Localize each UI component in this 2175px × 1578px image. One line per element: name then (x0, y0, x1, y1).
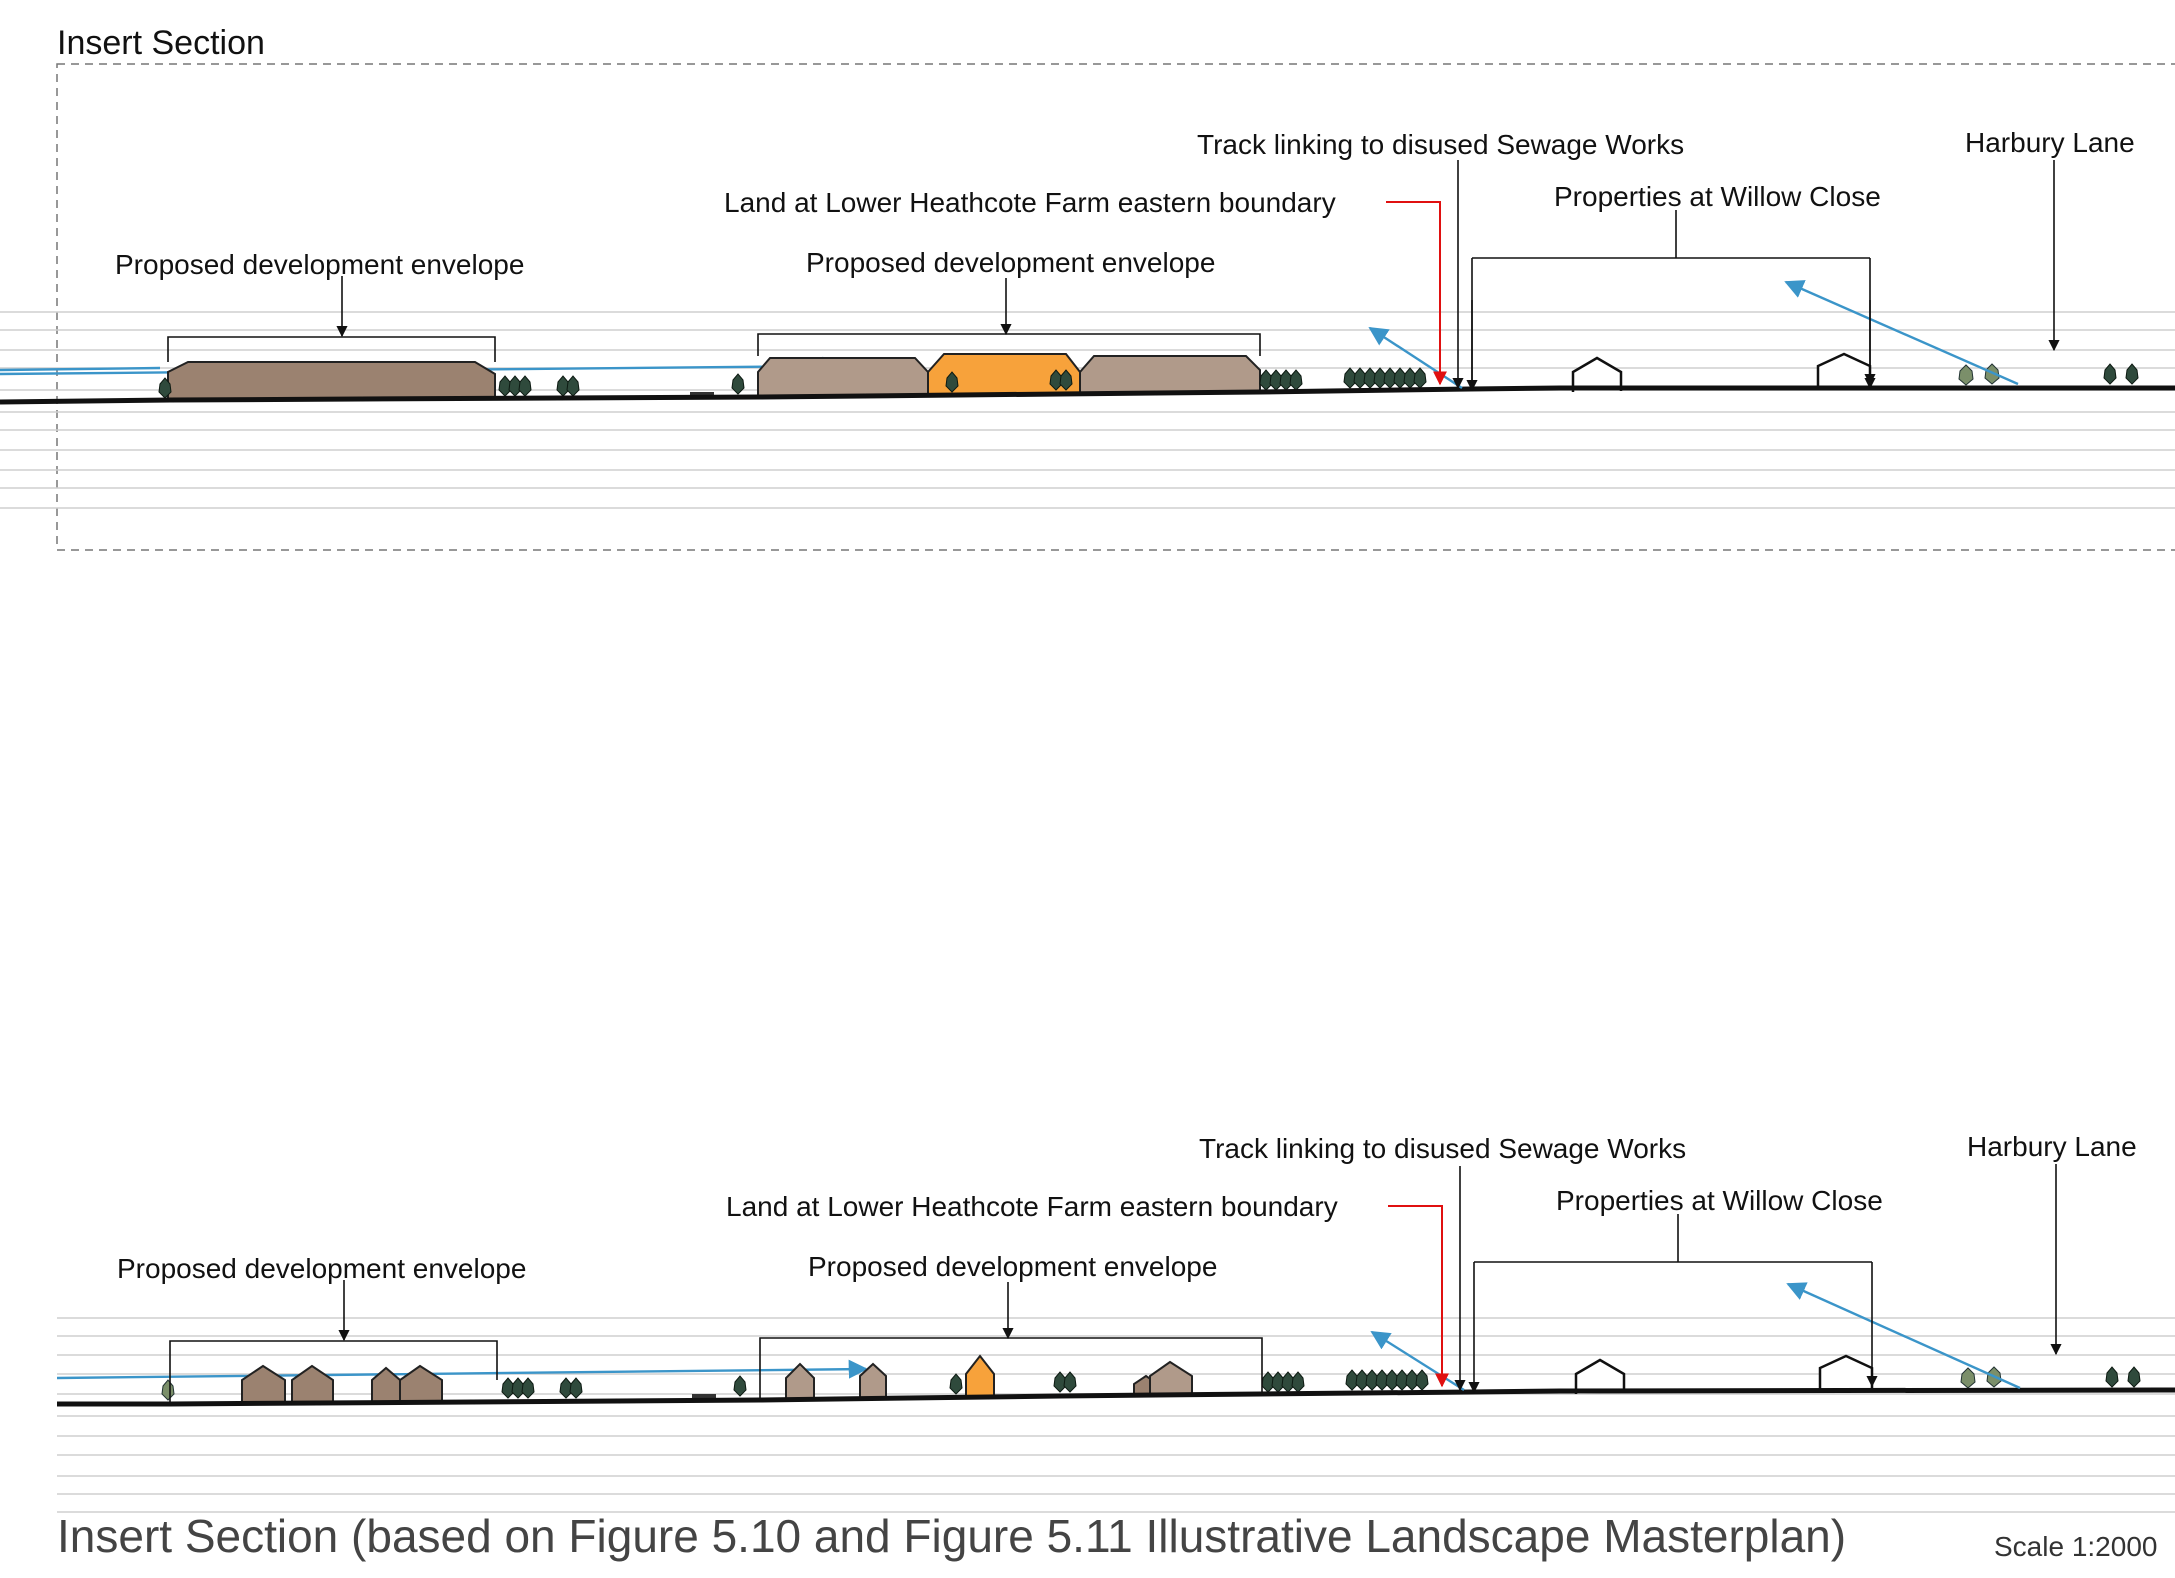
figure-caption: Insert Section (based on Figure 5.10 and… (57, 1510, 1846, 1562)
willow-house-1-bottom (1574, 1358, 1626, 1394)
label-boundary-top: Land at Lower Heathcote Farm eastern bou… (724, 187, 1336, 218)
label-boundary-bottom: Land at Lower Heathcote Farm eastern bou… (726, 1191, 1338, 1222)
willow-house-1-top (1571, 356, 1623, 392)
label-envelope-left-top: Proposed development envelope (115, 249, 524, 280)
label-willow-top: Properties at Willow Close (1554, 181, 1881, 212)
boundary-leader-top (1386, 201, 1447, 386)
sightline-top-left-b (0, 366, 161, 372)
reference-lines-top (0, 311, 2175, 509)
label-harbury-bottom: Harbury Lane (1967, 1131, 2137, 1162)
scale-label: Scale 1:2000 (1994, 1531, 2157, 1562)
insert-section-title: Insert Section (57, 24, 265, 62)
road-marker-top (690, 392, 714, 397)
trees-top (158, 363, 2139, 399)
label-track-top: Track linking to disused Sewage Works (1197, 129, 1684, 160)
development-massing-left (167, 361, 496, 402)
sightline-bottom-willow (1786, 1282, 2021, 1390)
label-envelope-mid-top: Proposed development envelope (806, 247, 1215, 278)
sightline-top-willow (1784, 280, 2019, 386)
insert-section-frame (56, 63, 2175, 551)
road-marker-bottom (692, 1394, 716, 1399)
ground-line-bottom (57, 1387, 2175, 1407)
willow-house-2-bottom (1818, 1354, 1874, 1390)
willow-house-2-top (1816, 352, 1872, 388)
label-harbury-top: Harbury Lane (1965, 127, 2135, 158)
ground-line-top (0, 385, 2175, 405)
boundary-leader-bottom (1388, 1205, 1449, 1388)
label-willow-bottom: Properties at Willow Close (1556, 1185, 1883, 1216)
trees-bottom (161, 1366, 2141, 1401)
label-track-bottom: Track linking to disused Sewage Works (1199, 1133, 1686, 1164)
development-massing-mid-a (757, 357, 929, 397)
label-envelope-left-bottom: Proposed development envelope (117, 1253, 526, 1284)
development-massing-mid-b (1079, 355, 1261, 396)
label-envelope-mid-bottom: Proposed development envelope (808, 1251, 1217, 1282)
sightline-bottom-left (56, 1359, 868, 1380)
reference-lines-bottom (57, 1317, 2175, 1513)
proposed-houses-bottom (241, 1354, 1193, 1405)
